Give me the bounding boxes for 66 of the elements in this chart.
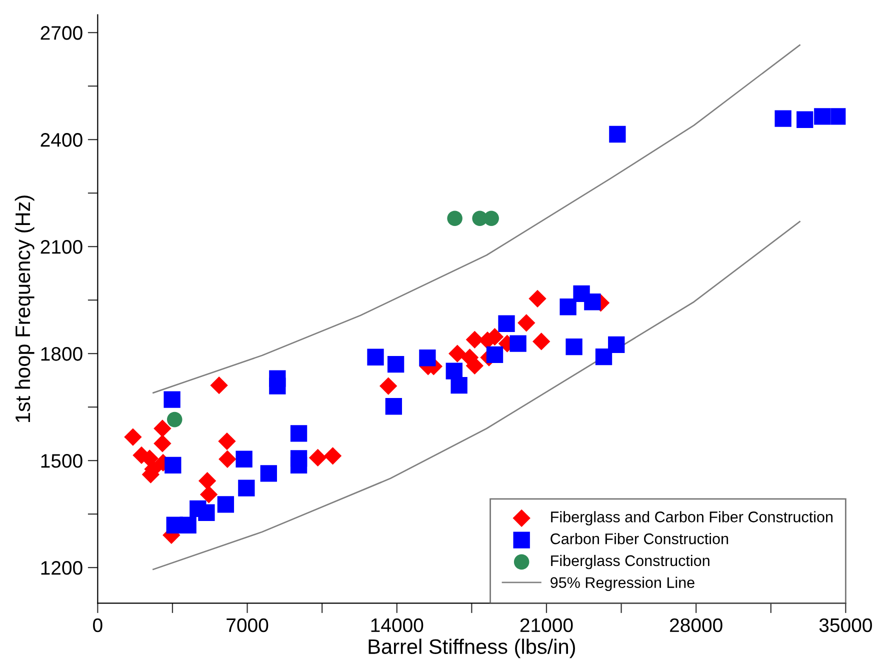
point xyxy=(218,432,236,450)
point xyxy=(387,356,404,373)
point xyxy=(164,456,182,474)
x-tick-label: 21000 xyxy=(520,618,573,632)
legend-label: 95% Regression Line xyxy=(550,576,694,592)
point xyxy=(238,480,255,496)
point xyxy=(198,504,215,521)
point xyxy=(154,420,172,438)
point xyxy=(367,348,384,366)
point xyxy=(164,391,180,408)
point xyxy=(584,294,601,310)
legend-label: Fiberglass Construction xyxy=(551,554,710,570)
point xyxy=(124,428,142,446)
point xyxy=(796,111,814,128)
point xyxy=(290,425,308,442)
y-tick-label: 1800 xyxy=(41,347,82,361)
x-tick-label: 35000 xyxy=(819,618,872,632)
y-axis-title: 1st hoop Frequency (Hz) xyxy=(14,196,34,422)
point xyxy=(532,332,550,350)
point xyxy=(166,412,182,428)
point xyxy=(419,350,436,366)
point xyxy=(518,314,536,332)
point xyxy=(486,346,504,363)
y-tick-label: 2700 xyxy=(40,26,82,40)
point xyxy=(510,335,526,352)
x-tick-label: 14000 xyxy=(371,618,424,632)
point xyxy=(830,108,846,125)
x-axis-title: Barrel Stiffness (lbs/in) xyxy=(368,638,575,658)
point xyxy=(484,210,499,226)
point xyxy=(774,110,792,127)
x-tick-label: 7000 xyxy=(226,618,268,632)
y-tick-label: 1500 xyxy=(41,454,82,468)
point xyxy=(528,290,546,308)
point xyxy=(154,434,172,452)
point xyxy=(324,447,342,465)
point xyxy=(566,338,582,356)
point xyxy=(379,377,398,395)
legend-label: Carbon Fiber Construction xyxy=(550,533,728,544)
point xyxy=(608,336,625,353)
legend-label: Fiberglass and Carbon Fiber Construction xyxy=(551,511,832,526)
point xyxy=(236,450,252,468)
point xyxy=(609,126,626,143)
point xyxy=(595,348,612,366)
x-tick-label: 0 xyxy=(93,618,102,632)
y-tick-label: 2400 xyxy=(40,133,82,147)
point xyxy=(200,486,218,504)
point xyxy=(217,496,234,513)
y-tick-label: 2100 xyxy=(40,240,82,254)
point xyxy=(450,376,468,394)
point xyxy=(290,456,308,474)
point xyxy=(385,398,402,415)
point xyxy=(218,450,236,468)
line-series xyxy=(152,44,800,394)
point xyxy=(180,516,196,534)
point xyxy=(448,344,466,362)
point xyxy=(198,472,216,490)
point xyxy=(210,376,228,394)
point xyxy=(498,315,515,332)
x-tick-label: 28000 xyxy=(670,618,722,632)
point xyxy=(308,448,327,467)
point xyxy=(814,108,831,125)
y-tick-label: 1200 xyxy=(41,561,82,575)
point xyxy=(269,378,286,394)
point xyxy=(560,298,576,316)
point xyxy=(447,210,462,226)
point xyxy=(260,465,277,482)
